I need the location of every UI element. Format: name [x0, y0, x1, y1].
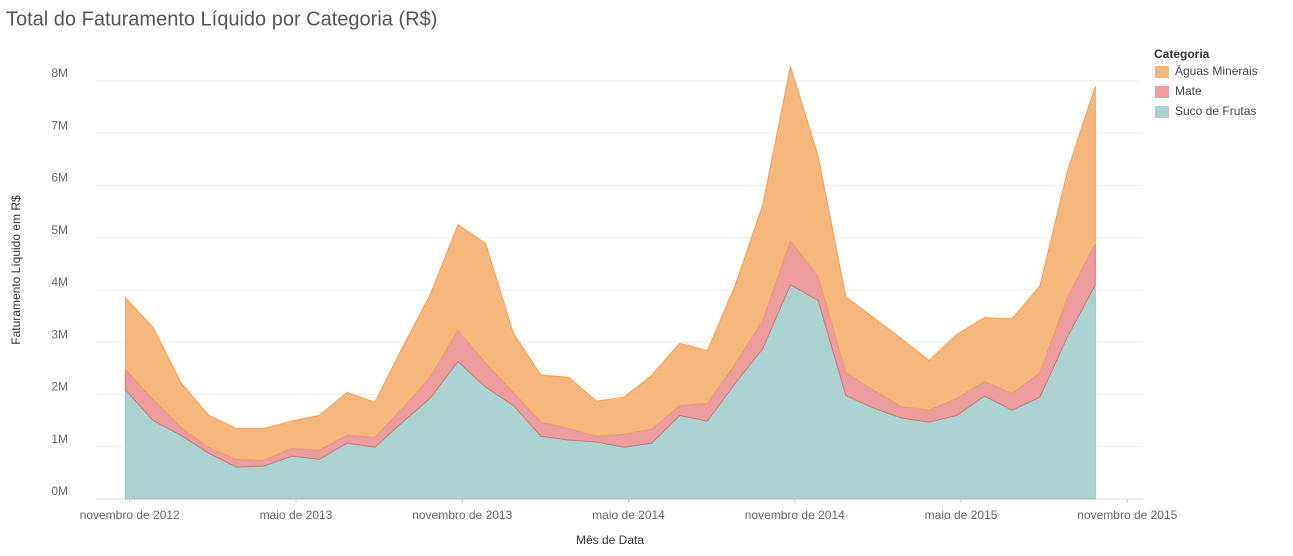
y-tick-label: 5M	[51, 223, 68, 237]
chart-title: Total do Faturamento Líquido por Categor…	[6, 8, 437, 30]
legend-label: Suco de Frutas	[1175, 104, 1256, 118]
y-axis-label: Faturamento Líquido em R$	[9, 195, 23, 345]
x-tick-label: novembro de 2013	[412, 508, 512, 522]
y-tick-label: 2M	[51, 380, 68, 394]
x-tick-label: novembro de 2015	[1077, 508, 1177, 522]
x-axis-label: Mês de Data	[576, 533, 644, 547]
legend-swatch	[1155, 106, 1169, 118]
area	[124, 66, 1096, 461]
y-tick-label: 0M	[51, 484, 68, 498]
y-tick-label: 4M	[51, 275, 68, 289]
y-tick-label: 3M	[51, 327, 68, 341]
x-tick-label: maio de 2015	[925, 508, 998, 522]
legend-title: Categoria	[1154, 47, 1210, 61]
x-tick-label: maio de 2014	[592, 508, 665, 522]
legend-label: Águas Minerais	[1175, 63, 1258, 78]
x-tick-label: maio de 2013	[260, 508, 333, 522]
x-tick-label: novembro de 2012	[80, 508, 180, 522]
legend-label: Mate	[1175, 84, 1202, 98]
y-tick-label: 8M	[51, 66, 68, 80]
legend-swatch	[1155, 86, 1169, 98]
x-tick-label: novembro de 2014	[745, 508, 845, 522]
legend-swatch	[1155, 66, 1169, 78]
y-tick-label: 6M	[51, 171, 68, 185]
y-tick-label: 7M	[51, 118, 68, 132]
y-tick-label: 1M	[51, 432, 68, 446]
